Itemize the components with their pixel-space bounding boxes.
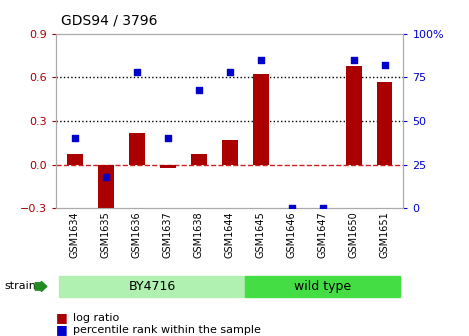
Bar <box>67 155 83 165</box>
Point <box>288 206 295 211</box>
Text: log ratio: log ratio <box>73 312 119 323</box>
Bar <box>129 133 144 165</box>
Text: percentile rank within the sample: percentile rank within the sample <box>73 325 261 335</box>
Point <box>257 57 265 62</box>
Bar <box>160 165 175 168</box>
Bar <box>98 165 113 216</box>
Point <box>71 136 79 141</box>
Text: GDS94 / 3796: GDS94 / 3796 <box>61 13 158 28</box>
Text: ■: ■ <box>56 311 68 324</box>
Bar <box>191 155 206 165</box>
Point <box>381 62 388 68</box>
Point <box>226 69 234 75</box>
Bar <box>253 74 269 165</box>
Point <box>350 57 357 62</box>
Text: strain: strain <box>5 282 37 291</box>
Point <box>102 174 110 179</box>
Bar <box>377 82 393 165</box>
Text: ■: ■ <box>56 324 68 336</box>
Text: BY4716: BY4716 <box>129 280 176 293</box>
Point <box>164 136 172 141</box>
Text: wild type: wild type <box>294 280 351 293</box>
Point <box>133 69 141 75</box>
Point <box>195 87 203 92</box>
Bar <box>346 66 362 165</box>
Point <box>319 206 326 211</box>
Bar <box>222 140 238 165</box>
